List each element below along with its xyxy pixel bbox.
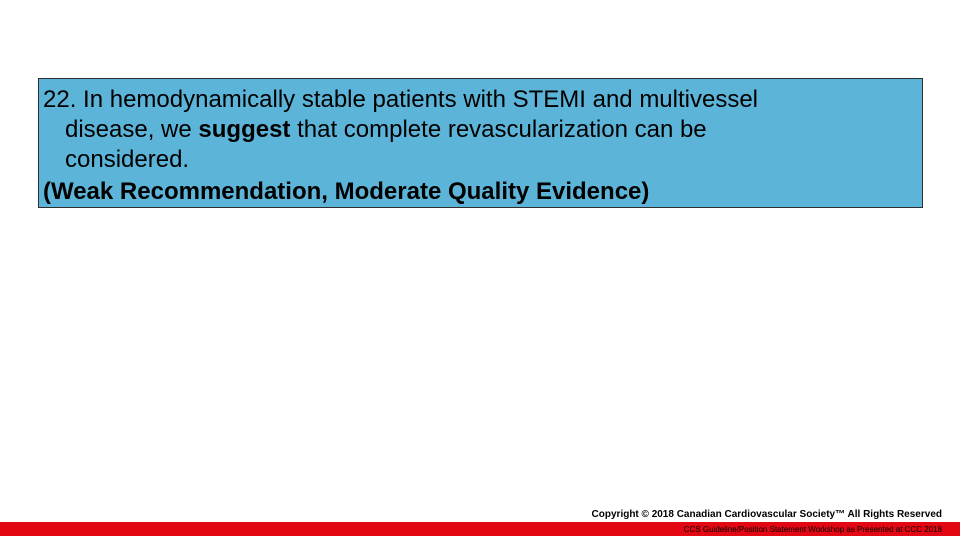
recommendation-line2-prefix: disease, we [65, 116, 198, 143]
recommendation-line3: considered. [43, 145, 912, 175]
recommendation-text: 22. In hemodynamically stable patients w… [43, 85, 912, 207]
footer-copyright: Copyright © 2018 Canadian Cardiovascular… [592, 509, 942, 520]
recommendation-number: 22. [43, 86, 76, 113]
recommendation-suggest-word: suggest [198, 116, 290, 143]
recommendation-line2-suffix: that complete revascularization can be [290, 116, 706, 143]
recommendation-box: 22. In hemodynamically stable patients w… [38, 78, 923, 208]
recommendation-strength: (Weak Recommendation, Moderate Quality E… [43, 177, 912, 207]
recommendation-line1: In hemodynamically stable patients with … [83, 86, 758, 113]
footer-subtext: CCS Guideline/Position Statement Worksho… [684, 525, 942, 534]
